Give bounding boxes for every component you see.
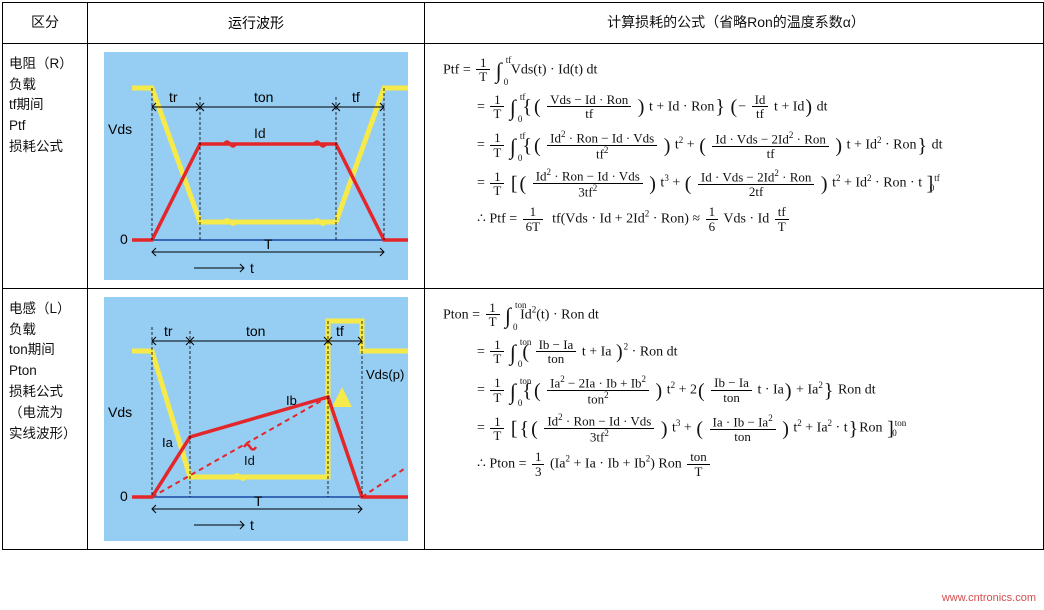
svg-text:tf: tf [352,89,360,105]
formula-pton-1: Pton = 1T ∫ton0 Id2(t) · Ron dt [443,301,1029,332]
watermark: www.cntronics.com [942,592,1036,604]
row-inductive-pton: 电感（L） 负载 ton期间 Pton 损耗公式 （电流为 实线波形） [3,289,1043,549]
formula-pton-2: = 1T ∫ton0 ( Ib − Iaton t + Ia )2 · Ron … [477,338,1029,369]
svg-text:t: t [250,517,254,533]
formula-ptf-3: = 1T ∫tf0 {( Id2 · Ron − Id · Vdstf2 ) t… [477,130,1029,162]
svg-text:0: 0 [120,488,128,504]
svg-text:T: T [264,236,273,252]
svg-text:t: t [250,260,254,276]
waveform-r-load: tr ton tf T t [104,52,408,280]
header-waveform: 运行波形 [88,3,425,43]
header-category: 区分 [3,3,88,43]
svg-text:Ia: Ia [162,435,174,450]
row1-waveform: tr ton tf T t [88,44,425,288]
svg-text:Vds(p): Vds(p) [366,367,404,382]
svg-text:Vds: Vds [108,404,132,420]
formula-ptf-2: = 1T ∫tf0 {( Vds − Id · Rontf ) t + Id ·… [477,93,1029,124]
loss-formula-table: 区分 运行波形 计算损耗的公式（省略Ron的温度系数α） 电阻（R） 负载 tf… [2,2,1044,550]
svg-text:ton: ton [246,323,265,339]
row2-category: 电感（L） 负载 ton期间 Pton 损耗公式 （电流为 实线波形） [3,289,88,549]
row1-category: 电阻（R） 负载 tf期间 Ptf 损耗公式 [3,44,88,288]
row2-waveform: tr ton tf T t Vds [88,289,425,549]
waveform-l-load: tr ton tf T t Vds [104,297,408,541]
svg-text:0: 0 [120,231,128,247]
svg-text:Vds: Vds [108,121,132,137]
svg-text:Id: Id [254,125,266,141]
svg-text:tf: tf [336,323,344,339]
formula-ptf-4: = 1T [( Id2 · Ron − Id · Vds3tf2 ) t3 + … [477,168,1029,199]
formula-pton-3: = 1T ∫ton0 {( Ia2 − 2Ia · Ib + Ib2ton2 )… [477,375,1029,407]
svg-text:ton: ton [254,89,273,105]
row1-formulas: Ptf = 1T ∫tf0 Vds(t) · Id(t) dt = 1T ∫tf… [425,44,1043,288]
svg-text:Ib: Ib [286,393,297,408]
formula-pton-5: ∴ Pton = 13 (Ia2 + Ia · Ib + Ib2) Ron to… [477,450,1029,478]
header-formula: 计算损耗的公式（省略Ron的温度系数α） [425,3,1043,43]
svg-text:tr: tr [169,89,178,105]
formula-ptf-1: Ptf = 1T ∫tf0 Vds(t) · Id(t) dt [443,56,1029,87]
svg-text:Id: Id [244,453,255,468]
row-resistive-ptf: 电阻（R） 负载 tf期间 Ptf 损耗公式 [3,44,1043,289]
row2-formulas: Pton = 1T ∫ton0 Id2(t) · Ron dt = 1T ∫to… [425,289,1043,549]
header-row: 区分 运行波形 计算损耗的公式（省略Ron的温度系数α） [3,3,1043,44]
formula-pton-4: = 1T [{( Id2 · Ron − Id · Vds3tf2 ) t3 +… [477,413,1029,444]
svg-text:tr: tr [164,323,173,339]
svg-text:T: T [254,493,263,509]
formula-ptf-5: ∴ Ptf = 16T tf(Vds · Id + 2Id2 · Ron) ≈ … [477,205,1029,233]
